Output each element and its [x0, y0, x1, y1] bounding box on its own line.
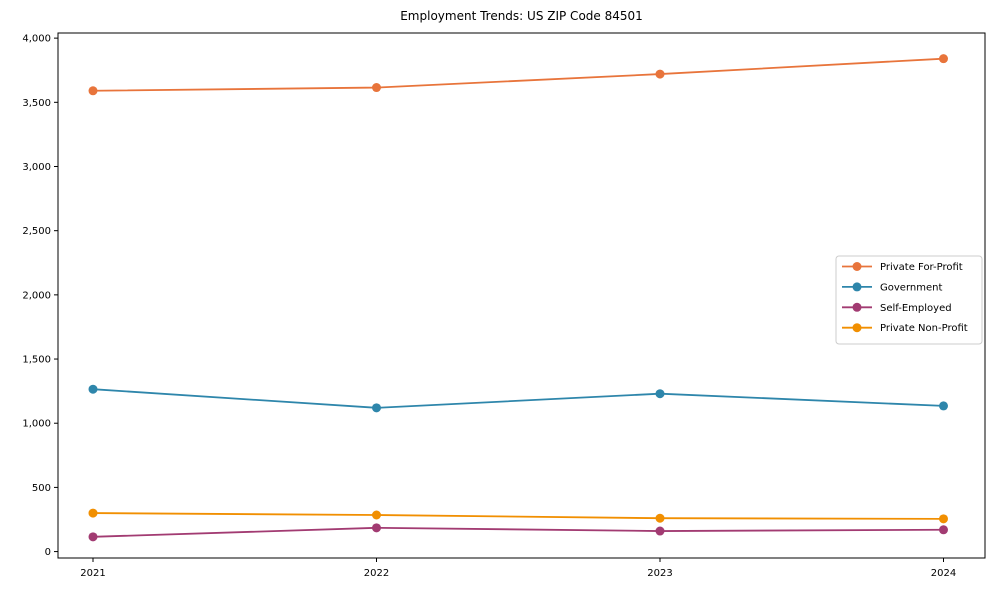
x-axis-tick-label: 2023 — [647, 568, 672, 579]
data-point-government-2023 — [655, 389, 665, 399]
data-point-private-for-profit-2021 — [88, 86, 98, 96]
data-point-self-employed-2023 — [655, 526, 665, 536]
plot-frame — [57, 32, 986, 559]
data-point-private-non-profit-2022 — [372, 510, 381, 520]
series-line-self-employed — [92, 526, 945, 538]
y-axis-tick-label: 500 — [32, 483, 51, 494]
legend-marker-private-non-profit-icon — [852, 323, 862, 333]
y-axis-tick-label: 3,000 — [22, 162, 51, 173]
y-axis-tick-label: 1,000 — [22, 419, 51, 430]
legend-label-government: Government — [880, 282, 942, 293]
legend-label-private-for-profit: Private For-Profit — [880, 262, 963, 273]
legend-marker-private-for-profit-icon — [852, 262, 862, 271]
data-point-government-2021 — [88, 384, 98, 394]
y-axis-tick-label: 2,000 — [22, 290, 51, 301]
y-axis-tick-label: 3,500 — [22, 98, 51, 109]
y-axis-tick-label: 4,000 — [22, 34, 51, 45]
legend-box — [835, 255, 983, 345]
series-line-private-for-profit — [92, 57, 945, 92]
x-axis-tick-label: 2024 — [931, 568, 956, 579]
legend-label-private-non-profit: Private Non-Profit — [880, 323, 968, 334]
data-point-self-employed-2021 — [88, 532, 98, 542]
y-axis-tick-label: 1,500 — [22, 355, 51, 366]
data-point-private-non-profit-2024 — [939, 514, 948, 524]
data-point-private-for-profit-2023 — [655, 69, 665, 79]
data-point-private-for-profit-2024 — [939, 54, 948, 64]
legend-label-self-employed: Self-Employed — [880, 303, 952, 314]
data-point-self-employed-2022 — [372, 523, 381, 533]
data-point-self-employed-2024 — [939, 525, 948, 535]
y-axis-tick-label: 0 — [45, 547, 51, 558]
data-point-private-non-profit-2021 — [88, 508, 98, 518]
x-axis-tick-label: 2021 — [80, 568, 105, 579]
data-point-private-non-profit-2023 — [655, 513, 665, 523]
data-point-private-for-profit-2022 — [372, 83, 381, 93]
legend-marker-government-icon — [852, 282, 862, 292]
chart-title: Employment Trends: US ZIP Code 84501 — [400, 9, 643, 23]
x-axis-tick-label: 2022 — [364, 568, 389, 579]
series-line-private-non-profit — [92, 512, 945, 520]
y-axis-tick-label: 2,500 — [22, 226, 51, 237]
series-line-government — [92, 388, 945, 409]
data-point-government-2024 — [939, 401, 948, 411]
legend-marker-self-employed-icon — [852, 302, 862, 312]
data-point-government-2022 — [372, 403, 381, 413]
